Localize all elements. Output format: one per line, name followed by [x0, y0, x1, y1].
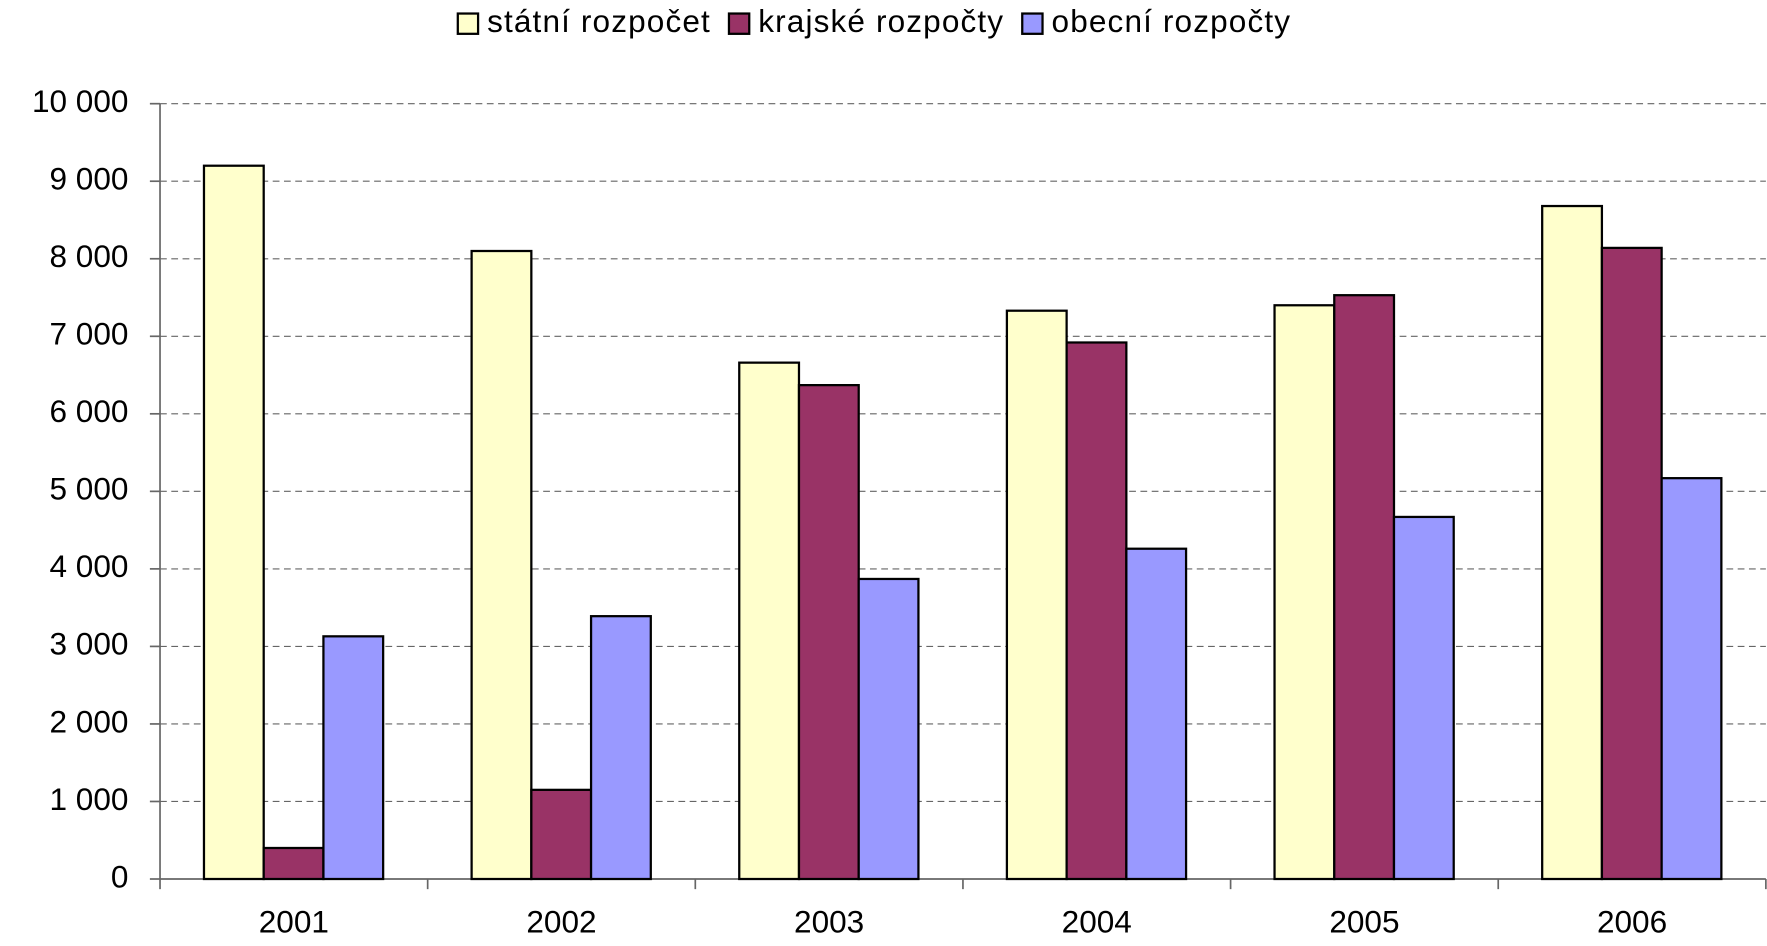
- y-tick-label: 8 000: [50, 238, 129, 274]
- y-tick-label: 1 000: [50, 781, 129, 817]
- bar: [857, 577, 920, 881]
- bar: [589, 615, 652, 881]
- bar: [1541, 204, 1604, 881]
- bar: [1005, 309, 1068, 881]
- bar: [797, 384, 860, 881]
- legend-swatch: [727, 12, 751, 35]
- bar: [202, 164, 265, 881]
- bar: [738, 361, 801, 881]
- bar: [530, 788, 593, 881]
- legend-label: obecní rozpočty: [1052, 3, 1292, 39]
- bar: [470, 249, 533, 881]
- y-tick-label: 9 000: [50, 161, 129, 197]
- y-tick-label: 3 000: [50, 626, 129, 662]
- y-tick-label: 4 000: [50, 548, 129, 584]
- y-tick-label: 10 000: [32, 83, 129, 119]
- x-tick-label: 2002: [526, 903, 596, 939]
- bar: [1660, 477, 1723, 881]
- bar: [1065, 341, 1128, 881]
- legend-swatch: [1021, 12, 1044, 35]
- bar: [1600, 246, 1663, 881]
- x-tick-label: 2003: [794, 903, 864, 939]
- y-tick-label: 2 000: [50, 703, 129, 739]
- bar: [1125, 547, 1188, 881]
- legend-swatch: [456, 12, 480, 35]
- legend-label: krajské rozpočty: [758, 3, 1004, 39]
- y-tick-label: 7 000: [50, 316, 129, 352]
- bar: [1392, 515, 1455, 881]
- y-tick-label: 0: [111, 858, 129, 894]
- bar: [1333, 294, 1396, 881]
- legend-label: státní rozpočet: [487, 3, 711, 39]
- x-tick-label: 2005: [1329, 903, 1399, 939]
- bar: [262, 846, 325, 881]
- bar: [322, 635, 385, 881]
- y-tick-label: 6 000: [50, 393, 129, 429]
- y-tick-label: 5 000: [50, 471, 129, 507]
- x-tick-label: 2004: [1062, 903, 1132, 939]
- x-tick-label: 2006: [1597, 903, 1667, 939]
- bar: [1273, 304, 1336, 881]
- x-tick-label: 2001: [259, 903, 329, 939]
